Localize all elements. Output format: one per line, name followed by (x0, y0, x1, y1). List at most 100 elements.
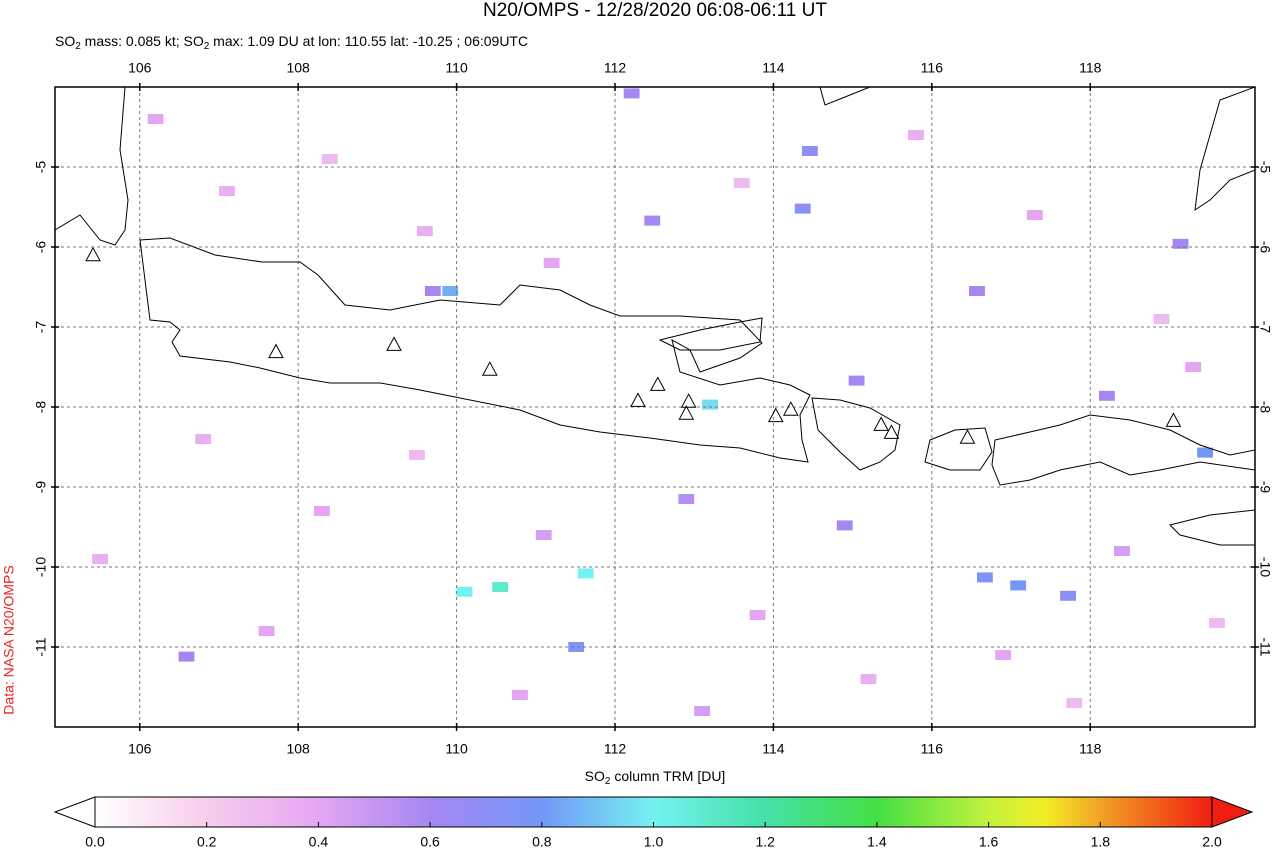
so2-cell (314, 506, 330, 516)
volcano (649, 376, 666, 391)
y-tick-label: -7 (33, 321, 49, 334)
colorbar-tick-label: 2.0 (1202, 834, 1222, 850)
so2-cell (1114, 546, 1130, 556)
so2-cells (92, 88, 1225, 716)
java-coast (139, 237, 811, 463)
so2-cell (1185, 362, 1202, 372)
colorbar-under (53, 796, 96, 828)
x-tick-label: 112 (604, 741, 627, 757)
subtitle: SO2 mass: 0.085 kt; SO2 max: 1.09 DU at … (55, 33, 528, 52)
so2-cell (442, 286, 459, 296)
x-tick-label: 108 (286, 741, 310, 757)
x-tick-label: 116 (921, 741, 944, 757)
so2-cell (577, 568, 594, 579)
credit: Data: NASA N20/OMPS (1, 565, 17, 714)
so2-cell (1066, 698, 1083, 708)
so2-cell (836, 520, 853, 531)
so2-cell (409, 450, 425, 460)
volcano (680, 393, 697, 408)
grid (55, 87, 1255, 727)
y-tick-label: -8 (33, 401, 49, 414)
colorbar-over (1211, 796, 1254, 828)
volcano (1165, 412, 1182, 427)
so2-cell (492, 582, 509, 592)
volcano (678, 405, 695, 420)
so2-cell (801, 146, 818, 156)
so2-cell (848, 375, 865, 386)
so2-cell (969, 286, 985, 296)
coastlines (55, 87, 1255, 546)
y-tick-label: -10 (1257, 557, 1272, 577)
so2-cell (456, 586, 473, 597)
so2-cell (1010, 580, 1027, 591)
so2-cell (794, 203, 811, 214)
so2-cell (568, 642, 585, 652)
volcano (386, 336, 402, 351)
bali-coast (811, 397, 901, 471)
so2-cell (995, 650, 1012, 660)
sumatra-coast (55, 87, 129, 246)
colorbar-tick-label: 1.2 (755, 834, 775, 850)
y-tick-label: -11 (1257, 637, 1272, 656)
colorbar-tick-label: 0.4 (309, 834, 329, 850)
so2-cell (1172, 238, 1189, 249)
colorbar-tick-label: 0.0 (85, 834, 105, 850)
so2-cell (218, 186, 235, 196)
so2-cell (694, 706, 711, 716)
x-tick-label: 106 (128, 741, 152, 757)
colorbar-label: SO2 column TRM [DU] (585, 768, 726, 787)
x-tick-label: 110 (445, 741, 468, 757)
x-tick-label: 112 (604, 60, 627, 76)
volcano (630, 392, 646, 407)
so2-cell (733, 178, 750, 188)
colorbar-tick-label: 0.8 (532, 834, 552, 850)
y-tick-label: -6 (1257, 241, 1272, 254)
x-tick-label: 116 (921, 60, 944, 76)
colorbar-tick-label: 1.8 (1091, 834, 1111, 850)
y-tick-label: -8 (1257, 401, 1272, 414)
volcano (959, 429, 976, 444)
y-tick-label: -9 (1257, 481, 1272, 494)
so2-cell (976, 572, 993, 583)
so2-cell (1098, 390, 1115, 401)
so2-cell (535, 530, 552, 540)
so2-cell (702, 399, 718, 410)
so2-cell (1209, 618, 1225, 628)
x-tick-label: 118 (1079, 741, 1102, 757)
volcano (783, 401, 799, 416)
x-tick-label: 110 (445, 60, 468, 76)
so2-cell (1026, 210, 1043, 220)
volcano (873, 416, 889, 431)
so2-cell (543, 258, 560, 268)
so2-cell (908, 130, 924, 140)
so2-cell (147, 114, 164, 124)
lombok-coast (924, 427, 993, 471)
so2-cell (749, 610, 766, 620)
volcano (85, 246, 101, 262)
so2-cell (1153, 314, 1170, 324)
sumbawa-coast (991, 414, 1255, 486)
volcano (883, 424, 900, 439)
colorbar: 0.0 0.2 0.4 0.6 0.8 1.0 1.2 1.4 1.6 1.8 2.0 (53, 796, 1254, 850)
borneo-coast (819, 87, 1255, 212)
so2-cell (178, 651, 195, 662)
y-tick-label: -5 (1257, 161, 1272, 174)
so2-cell (321, 154, 338, 164)
so2-cell (195, 434, 212, 444)
colorbar-tick-label: 1.6 (979, 834, 999, 850)
y-tick-label: -5 (33, 161, 49, 174)
colorbar-tick-label: 1.4 (867, 834, 887, 850)
so2-cell (512, 690, 528, 700)
y-tick-label: -7 (1257, 321, 1272, 334)
volcanoes (85, 246, 1182, 444)
y-tick-label: -6 (33, 241, 49, 254)
so2-cell (623, 88, 640, 99)
volcano (482, 361, 498, 376)
x-tick-label: 114 (762, 741, 785, 757)
colorbar-tick-label: 1.0 (644, 834, 664, 850)
sumba-coast (1169, 509, 1255, 546)
x-tick-label: 108 (286, 60, 310, 76)
x-tick-label: 118 (1079, 60, 1102, 76)
x-tick-label: 106 (128, 60, 152, 76)
